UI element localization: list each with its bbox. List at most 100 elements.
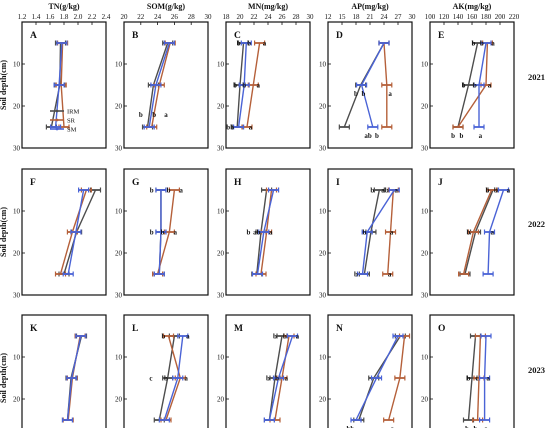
significance-letter: b: [485, 187, 489, 195]
year-labels: 2021 2022 2023: [528, 72, 545, 375]
x-tick-label: 200: [495, 13, 506, 21]
column-title-TN: TN(g/kg): [48, 2, 79, 11]
y-axis-title: Soil depth(cm): [0, 207, 8, 257]
y-tick-label: 10: [319, 61, 327, 69]
y-tick-label: 10: [115, 354, 123, 362]
year-label: 2022: [528, 219, 545, 229]
significance-letter: a: [491, 229, 495, 237]
y-tick-label: 20: [319, 103, 327, 111]
significance-letter: a: [296, 333, 300, 341]
legend-label: SM: [67, 126, 77, 133]
y-tick-label: 20: [13, 250, 21, 258]
significance-letter: b: [480, 40, 484, 48]
y-tick-label: 20: [421, 103, 429, 111]
panel-letter: M: [234, 324, 243, 334]
x-tick-label: 100: [425, 13, 436, 21]
significance-letter: a: [186, 333, 190, 341]
y-tick-label: 30: [421, 292, 429, 300]
significance-letter: b: [375, 132, 379, 140]
significance-letter: b: [465, 425, 469, 428]
significance-letter: a: [507, 187, 511, 195]
column-title-MN: MN(mg/kg): [248, 2, 288, 11]
significance-letter: c: [149, 375, 152, 383]
significance-letter: b: [162, 333, 166, 341]
significance-letter: b: [237, 40, 241, 48]
legend-label: SR: [67, 117, 76, 124]
panel-F: 10 20 30 F: [13, 168, 107, 300]
significance-letter: a: [164, 111, 168, 119]
x-tick-label: 30: [307, 13, 315, 21]
significance-letter: b: [161, 229, 165, 237]
x-tick-label: 18: [353, 13, 361, 21]
y-tick-label: 30: [13, 292, 21, 300]
significance-letter: a: [488, 82, 492, 90]
significance-letter: a: [491, 40, 495, 48]
x-tick-label: 180: [481, 13, 492, 21]
x-tick-label: 12: [325, 13, 333, 21]
x-tick-label: 15: [339, 13, 347, 21]
y-tick-label: 10: [13, 354, 21, 362]
panel-N: 102030Nbba: [319, 314, 413, 428]
significance-letter: b: [494, 187, 498, 195]
significance-letter: b: [362, 229, 366, 237]
significance-letter: b: [150, 229, 154, 237]
column-title-SOM: SOM(g/kg): [147, 2, 186, 11]
panel-letter: L: [132, 324, 138, 334]
panel-frame: [123, 314, 209, 428]
column-headers: TN(g/kg) SOM(g/kg) MN(mg/kg) AP(mg/kg) AK(mg…: [48, 2, 491, 11]
significance-letter: a: [184, 375, 188, 383]
significance-letter: b: [474, 425, 478, 428]
x-tick-label: 2.4: [102, 13, 111, 21]
panel-K: 102030K: [13, 314, 107, 428]
significance-letter: ab: [381, 187, 389, 195]
panel-letter: O: [438, 324, 445, 334]
x-tick-label: 20: [237, 13, 245, 21]
panel-letter: F: [30, 178, 36, 188]
panel-L: 102030Lbacba: [115, 314, 209, 428]
significance-letter: a: [486, 375, 490, 383]
significance-letter: a: [263, 40, 267, 48]
y-tick-label: 30: [13, 145, 21, 153]
significance-letter: a: [388, 90, 392, 98]
y-tick-label: 10: [13, 208, 21, 216]
significance-letter: c: [475, 375, 478, 383]
panel-letter: E: [438, 31, 444, 41]
significance-letter: a: [484, 425, 488, 428]
panel-letter: D: [336, 31, 343, 41]
significance-letter: a: [391, 425, 395, 428]
y-tick-label: 30: [421, 145, 429, 153]
x-tick-label: 160: [467, 13, 478, 21]
y-tick-label: 20: [217, 103, 225, 111]
y-tick-label: 20: [13, 103, 21, 111]
y-tick-label: 20: [421, 250, 429, 258]
year-label: 2021: [528, 72, 545, 82]
significance-letter: b: [467, 375, 471, 383]
significance-letter: a: [394, 187, 398, 195]
significance-letter: a: [179, 187, 183, 195]
y-tick-label: 20: [217, 250, 225, 258]
column-title-AP: AP(mg/kg): [351, 2, 389, 11]
significance-letter: b: [164, 375, 168, 383]
x-tick-label: 18: [223, 13, 231, 21]
y-tick-label: 20: [115, 250, 123, 258]
significance-letter: a: [390, 229, 394, 237]
legend: IRM SR SM: [50, 108, 80, 133]
panel-letter: I: [336, 178, 340, 188]
significance-letter: bb: [226, 124, 234, 132]
significance-letter: b: [370, 187, 374, 195]
significance-letter: a: [284, 375, 288, 383]
y-tick-label: 10: [319, 208, 327, 216]
x-tick-label: 120: [439, 13, 450, 21]
y-tick-label: 20: [115, 103, 123, 111]
significance-letter: b: [362, 90, 366, 98]
panel-A: 1.2 1.4 1.6 1.8 2.0 2.2 2.4 10 20 30 A: [13, 13, 111, 153]
depth-axis-labels: Soil depth(cm) Soil depth(cm) Soil depth(c…: [0, 60, 8, 403]
y-tick-label: 10: [421, 354, 429, 362]
significance-letter: b: [150, 187, 154, 195]
significance-letter: b: [273, 333, 277, 341]
panel-letter: J: [438, 178, 443, 188]
legend-marker: [55, 109, 59, 113]
x-tick-label: 220: [509, 13, 520, 21]
